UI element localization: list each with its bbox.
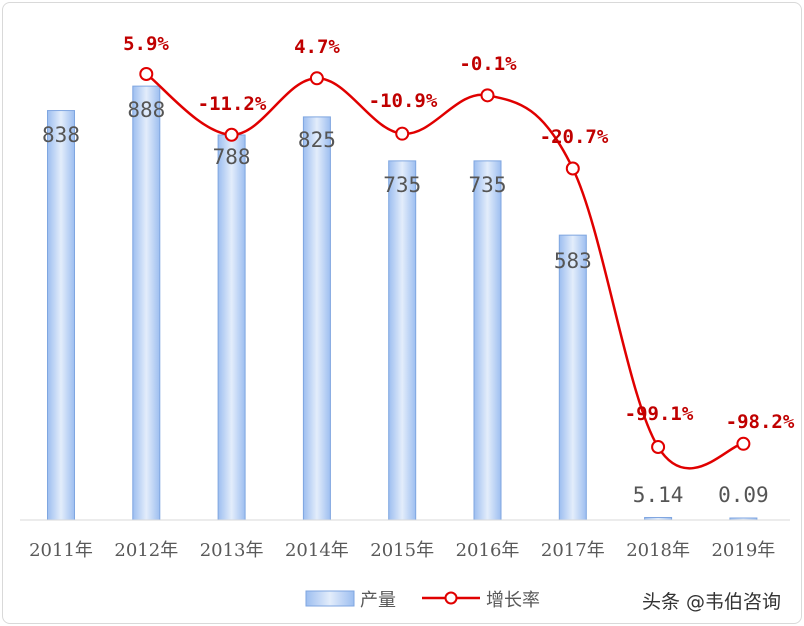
bar-2011年 xyxy=(47,110,75,521)
growth-rate-line xyxy=(145,72,744,470)
rate-point-2018年 xyxy=(651,440,666,454)
rate-point-2013年 xyxy=(224,127,239,142)
growth-rate-label: -99.1% xyxy=(625,403,694,425)
growth-rate-label: 5.9% xyxy=(123,33,169,55)
growth-rate-label: -10.9% xyxy=(369,90,438,112)
x-tick-label: 2012年 xyxy=(114,540,178,561)
bar-value-label: 788 xyxy=(213,145,251,169)
bar-value-label: 838 xyxy=(42,123,80,147)
bar-2016年 xyxy=(473,160,502,521)
x-tick-label: 2019年 xyxy=(711,540,775,561)
growth-rate-label: -20.7% xyxy=(540,126,609,148)
x-tick-label: 2014年 xyxy=(285,540,349,561)
legend-bar-label: 产量 xyxy=(360,590,396,611)
bar-value-label: 888 xyxy=(127,98,165,122)
x-tick-label: 2015年 xyxy=(370,540,434,561)
legend-line-marker xyxy=(444,591,458,605)
x-tick-label: 2016年 xyxy=(456,540,520,561)
bar-value-label: 0.09 xyxy=(718,483,769,507)
bar-2013年 xyxy=(217,134,246,521)
bar-2017年 xyxy=(558,234,587,521)
rate-point-2014年 xyxy=(309,71,324,86)
rate-point-2019年 xyxy=(736,436,751,451)
legend: 产量 增长率 xyxy=(305,590,540,611)
bar-value-label: 5.14 xyxy=(633,483,684,507)
x-tick-label: 2018年 xyxy=(626,540,690,561)
bar-value-label: 735 xyxy=(383,173,421,197)
rate-point-2016年 xyxy=(480,88,495,103)
growth-rate-label: 4.7% xyxy=(294,36,340,58)
x-tick-label: 2013年 xyxy=(200,540,264,561)
growth-rate-label: -11.2% xyxy=(198,93,267,115)
rate-point-2012年 xyxy=(139,67,154,81)
rate-point-2017年 xyxy=(565,161,580,176)
watermark-text: 头条 @韦伯咨询 xyxy=(642,591,781,613)
bar-value-label: 735 xyxy=(469,173,507,197)
bar-2014年 xyxy=(302,116,331,521)
legend-line-label: 增长率 xyxy=(486,590,540,611)
bar-value-label: 583 xyxy=(554,249,592,273)
bar-2015年 xyxy=(388,160,417,521)
bar-2012年 xyxy=(132,85,161,521)
legend-bar-swatch xyxy=(305,590,355,607)
x-tick-label: 2011年 xyxy=(29,540,93,561)
bar-value-label: 825 xyxy=(298,128,336,152)
growth-rate-label: -98.2% xyxy=(726,411,795,433)
x-tick-label: 2017年 xyxy=(541,540,605,561)
rate-point-2015年 xyxy=(395,126,410,141)
growth-rate-label: -0.1% xyxy=(459,53,517,75)
